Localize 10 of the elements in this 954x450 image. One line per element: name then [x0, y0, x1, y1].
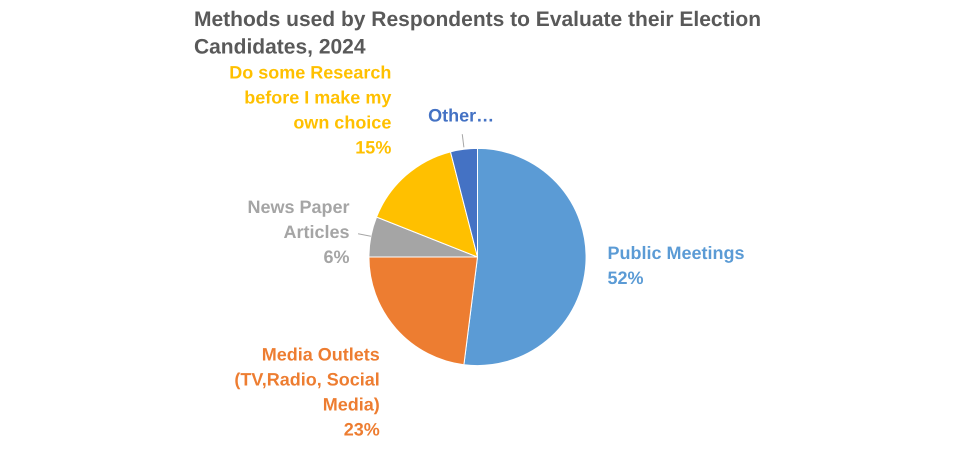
slice-label: News Paper Articles	[247, 197, 350, 242]
data-label: 52%	[608, 268, 644, 288]
data-label: 15%	[355, 137, 392, 158]
data-label: 6%	[324, 247, 350, 268]
slice-label: Media Outlets (TV,Radio, Social Media)	[234, 344, 380, 415]
slice-label: Public Meetings	[608, 242, 745, 263]
chart-title: Methods used by Respondents to Evaluate their Election Candidates, 2024	[194, 8, 762, 58]
data-label: 23%	[344, 420, 380, 440]
slice-label: Other…	[428, 105, 494, 126]
slice-label: Do some Research before I make my own choice	[229, 62, 392, 132]
